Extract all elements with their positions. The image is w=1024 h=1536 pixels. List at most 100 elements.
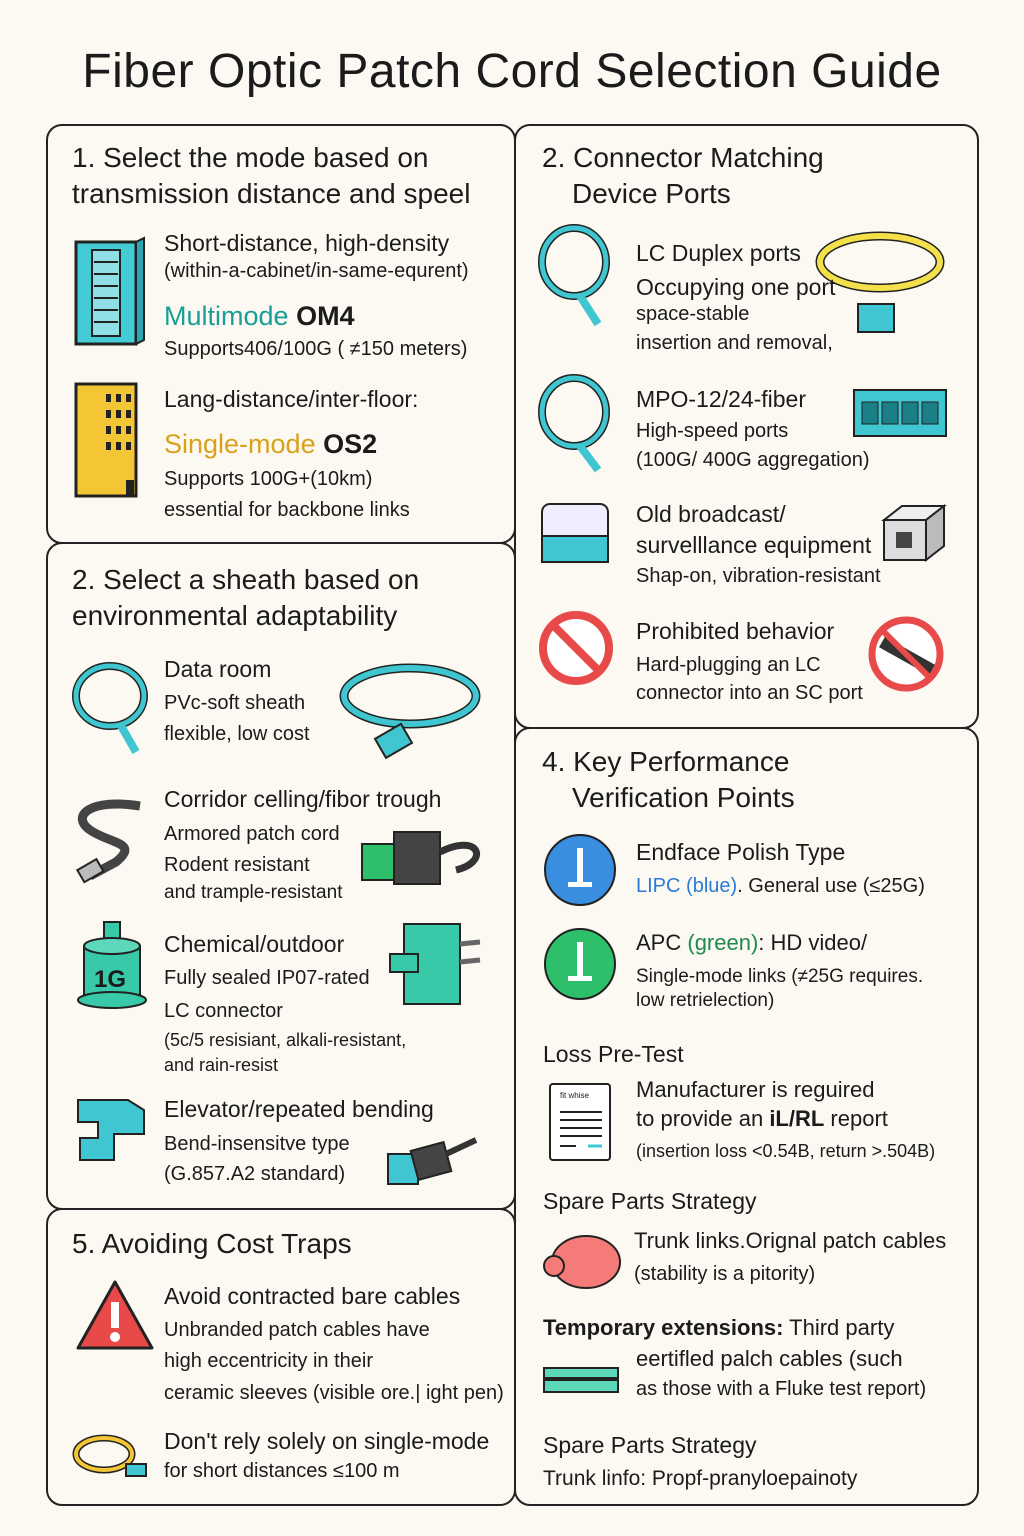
section-heading: 1. Select the mode based on	[72, 142, 429, 173]
trunk-line: (stability is a pitority)	[634, 1263, 816, 1285]
connector-title: Prohibited behavior	[636, 618, 835, 644]
sheath-line: and trample-resistant	[164, 882, 343, 903]
single-mode-desc: Supports 100G+(10km)	[164, 468, 373, 490]
temp-line: eertifled palch cables (such	[636, 1346, 903, 1371]
sheath-line: and rain-resist	[164, 1055, 279, 1075]
server-rack-icon	[74, 236, 145, 346]
connector-title: LC Duplex ports	[636, 240, 801, 266]
trunk-desc: links.Orignal patch cables	[689, 1228, 947, 1253]
cost-trap-line: high eccentricity in their	[164, 1350, 373, 1372]
yellow-lc-cable-icon	[815, 231, 945, 333]
sealed-connector-icon	[77, 921, 147, 1009]
spare2-heading: Spare Parts Strategy	[543, 1432, 757, 1458]
cable-bundle-icon	[543, 1367, 619, 1393]
connector-title: MPO-12/24-fiber	[636, 386, 807, 412]
upc-desc: . General use (≤25G)	[737, 875, 925, 897]
sheath-title: Elevator/repeated bending	[164, 1096, 434, 1122]
piggy-bank-icon	[543, 1235, 621, 1289]
multimode-label: Multimode	[164, 301, 289, 331]
cable-coil-icon	[72, 662, 148, 754]
connector-title: survelllance equipment	[636, 532, 872, 558]
cost-trap-title: Don't rely solely on single-mode	[164, 1428, 490, 1454]
il-rl-label: iL/RL	[769, 1106, 825, 1131]
sheath-line: (G.857.A2 standard)	[164, 1163, 346, 1185]
multimode-desc: Supports406/100G ( ≠150 meters)	[164, 338, 468, 360]
sheath-line: Fully sealed IP07-rated	[164, 967, 370, 989]
temp-line: as those with a Fluke test report)	[636, 1378, 927, 1400]
loss-line: Manufacturer is reguired	[636, 1077, 875, 1102]
spare-heading: Spare Parts Strategy	[543, 1188, 757, 1214]
building-icon	[74, 382, 138, 498]
apc-line: Single-mode links (≠25G requires.	[636, 966, 924, 987]
single-mode-label: Single-mode	[164, 429, 316, 459]
connector-line: Hard-plugging an LC	[636, 654, 821, 676]
section-heading: 4. Key Performance	[542, 746, 790, 777]
armored-cable-icon	[75, 799, 141, 884]
temp-label: Temporary extensions:	[543, 1315, 784, 1340]
loss-heading: Loss Pre-Test	[543, 1041, 684, 1067]
sheath-line: Rodent resistant	[164, 854, 310, 876]
prohibited-connector-icon	[868, 616, 944, 692]
apc-green-endface-icon	[544, 928, 616, 1000]
section-performance	[514, 727, 979, 1506]
apc-desc: : HD video/	[758, 930, 868, 955]
page-title: Fiber Optic Patch Cord Selection Guide	[82, 45, 942, 98]
trunk-label: Trunk	[634, 1228, 690, 1253]
lc-cable-icon	[538, 224, 610, 327]
connector-line: connector into an SC port	[636, 682, 863, 704]
upc-blue-endface-icon	[544, 834, 616, 906]
sheath-line: (5c/5 resisiant, alkali-resistant,	[164, 1030, 407, 1050]
mpo-port-panel-icon	[853, 389, 947, 437]
single-mode-desc: essential for backbone links	[164, 499, 410, 521]
prohibited-icon	[539, 611, 613, 685]
loss-line: report	[824, 1106, 888, 1131]
section-heading: Verification Points	[572, 782, 795, 813]
sheath-title: Corridor celling/fibor trough	[164, 786, 442, 812]
cost-trap-title: Avoid contracted bare cables	[164, 1283, 461, 1309]
section-heading: 2. Select a sheath based on	[72, 564, 420, 595]
snap-connector-icon	[881, 503, 947, 562]
cost-trap-line: for short distances ≤100 m	[164, 1460, 400, 1482]
cost-trap-line: Unbranded patch cables have	[164, 1319, 430, 1341]
apc-color: (green)	[687, 930, 759, 955]
report-doc-label: fit whise	[560, 1091, 589, 1100]
broadcast-device-icon	[541, 503, 609, 563]
mpo-cable-icon	[538, 374, 610, 473]
sheath-line: PVc-soft sheath	[164, 692, 306, 714]
section-heading: Device Ports	[572, 178, 731, 209]
section-heading: transmission distance and speel	[72, 178, 471, 209]
connector-line: insertion and removal,	[636, 332, 833, 354]
connector-line: Occupying one port	[636, 274, 836, 300]
outdoor-connector-icon	[389, 923, 481, 1005]
section-heading: 2. Connector Matching	[542, 142, 824, 173]
connector-line: (100G/ 400G aggregation)	[636, 449, 870, 471]
connector-line: High-speed ports	[636, 420, 789, 442]
os2-label: OS2	[323, 429, 378, 459]
connector-line: Shap-on, vibration-resistant	[636, 565, 881, 587]
report-document-icon	[549, 1083, 611, 1161]
temp-desc: Third party	[783, 1315, 895, 1340]
loss-line: to provide an	[636, 1106, 770, 1131]
polish-type-title: Endface Polish Type	[636, 839, 846, 865]
sheath-title: Chemical/outdoor	[164, 931, 345, 957]
warning-icon	[76, 1280, 154, 1350]
short-distance-sub: (within-a-cabinet/in-same-equrent)	[164, 260, 469, 282]
bend-block-icon	[77, 1099, 145, 1161]
section-heading: environmental adaptability	[72, 600, 398, 631]
spare2-line: Trunk linfo: Propf-pranyloepainoty	[543, 1467, 858, 1490]
short-distance-title: Short-distance, high-density	[164, 230, 450, 256]
loss-line: (insertion loss <0.54B, return >.504B)	[636, 1141, 936, 1161]
upc-label: LIPC	[636, 875, 681, 897]
sheath-title: Data room	[164, 656, 272, 682]
om4-label: OM4	[296, 301, 355, 331]
bend-connector-icon	[387, 1137, 478, 1185]
cost-trap-line: ceramic sleeves (visible ore.| ight pen)	[164, 1382, 504, 1404]
armored-connector-icon	[361, 831, 480, 885]
long-distance-title: Lang-distance/inter-floor:	[164, 386, 419, 412]
sheath-line: Armored patch cord	[164, 823, 340, 845]
patch-cord-icon	[339, 663, 481, 760]
apc-label: APC	[636, 930, 682, 955]
section-heading: 5. Avoiding Cost Traps	[72, 1228, 352, 1259]
connector-title: Old broadcast/	[636, 501, 786, 527]
yellow-cable-icon	[72, 1434, 147, 1477]
